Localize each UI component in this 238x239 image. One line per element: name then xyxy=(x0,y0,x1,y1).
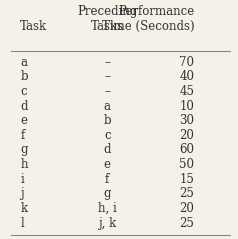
Text: 45: 45 xyxy=(179,85,194,98)
Text: j, k: j, k xyxy=(98,217,116,229)
Text: f: f xyxy=(20,129,25,142)
Text: j: j xyxy=(20,187,24,200)
Text: i: i xyxy=(20,173,24,186)
Text: l: l xyxy=(20,217,24,229)
Text: a: a xyxy=(20,56,27,69)
Text: Performance
Time (Seconds): Performance Time (Seconds) xyxy=(102,5,194,33)
Text: 30: 30 xyxy=(179,114,194,127)
Text: h, i: h, i xyxy=(98,202,117,215)
Text: e: e xyxy=(104,158,111,171)
Text: k: k xyxy=(20,202,27,215)
Text: 10: 10 xyxy=(179,100,194,113)
Text: a: a xyxy=(104,100,111,113)
Text: 20: 20 xyxy=(179,202,194,215)
Text: –: – xyxy=(104,71,110,83)
Text: d: d xyxy=(20,100,28,113)
Text: b: b xyxy=(20,71,28,83)
Text: Preceding
Tasks: Preceding Tasks xyxy=(77,5,137,33)
Text: d: d xyxy=(104,143,111,157)
Text: Task: Task xyxy=(20,20,47,33)
Text: e: e xyxy=(20,114,27,127)
Text: c: c xyxy=(20,85,27,98)
Text: 15: 15 xyxy=(179,173,194,186)
Text: f: f xyxy=(105,173,109,186)
Text: h: h xyxy=(20,158,28,171)
Text: 25: 25 xyxy=(179,217,194,229)
Text: c: c xyxy=(104,129,111,142)
Text: –: – xyxy=(104,85,110,98)
Text: –: – xyxy=(104,56,110,69)
Text: 40: 40 xyxy=(179,71,194,83)
Text: 60: 60 xyxy=(179,143,194,157)
Text: b: b xyxy=(104,114,111,127)
Text: g: g xyxy=(20,143,28,157)
Text: 20: 20 xyxy=(179,129,194,142)
Text: 25: 25 xyxy=(179,187,194,200)
Text: 50: 50 xyxy=(179,158,194,171)
Text: 70: 70 xyxy=(179,56,194,69)
Text: g: g xyxy=(104,187,111,200)
